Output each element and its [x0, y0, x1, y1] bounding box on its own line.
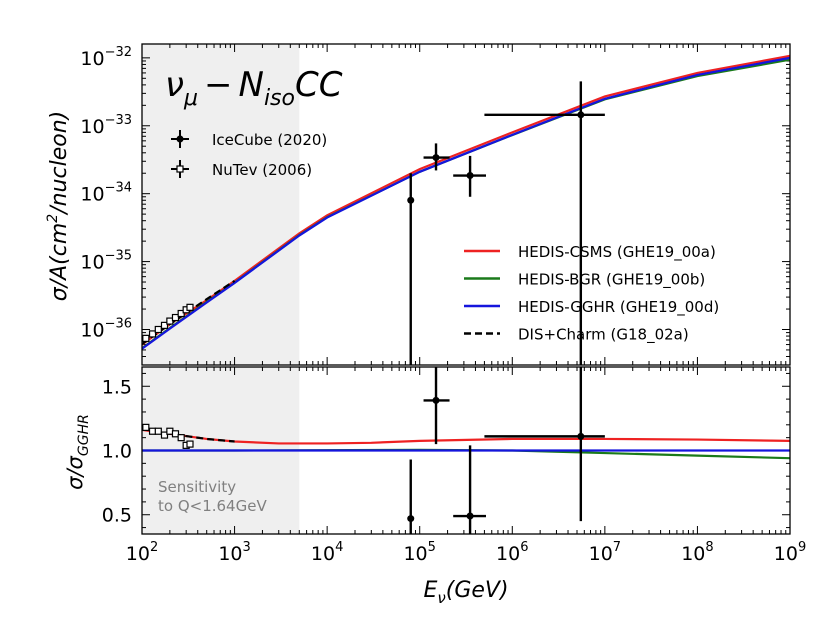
data-point: [177, 434, 185, 442]
data-point: [160, 321, 169, 329]
ratio-curves: [142, 427, 790, 460]
x-tick-label: 104: [311, 540, 343, 565]
data-legend: IceCube (2020) NuTev (2006): [171, 130, 327, 179]
x-tick-labels: 102 103 104 105 106 107 108 109: [126, 540, 806, 565]
legend-marker: [176, 135, 184, 143]
sensitivity-label-line2: to Q<1.64GeV: [158, 497, 267, 515]
data-point: [577, 432, 585, 440]
y-tick-label: 10−36: [80, 316, 132, 341]
sensitivity-label: Sensitivity: [158, 478, 236, 496]
legend-label: HEDIS-CSMS (GHE19_00a): [518, 243, 716, 262]
legend-label: DIS+Charm (G18_02a): [518, 326, 689, 345]
legend-label: IceCube (2020): [212, 131, 327, 149]
x-tick-label: 109: [774, 540, 806, 565]
data-point: [186, 440, 194, 448]
y-tick-label: 0.5: [102, 505, 132, 527]
y-tick-label: 10−33: [80, 113, 132, 138]
main-ticks: [141, 44, 791, 366]
model-legend: HEDIS-CSMS (GHE19_00a) HEDIS-BGR (GHE19_0…: [464, 243, 719, 345]
series-line: [142, 56, 790, 350]
x-axis-label: Eν(GeV): [423, 578, 508, 607]
x-tick-label: 107: [589, 540, 621, 565]
ratio-y-tick-labels: 0.5 1.0 1.5: [102, 376, 132, 526]
legend-label: HEDIS-BGR (GHE19_00b): [518, 271, 705, 290]
data-point: [432, 154, 440, 162]
main-y-tick-labels: 10−36 10−35 10−34 10−33 10−32: [80, 45, 132, 342]
legend-label: NuTev (2006): [212, 161, 312, 179]
sensitivity-shade-main: [142, 44, 300, 365]
data-point: [171, 430, 180, 438]
y-tick-label: 10−34: [80, 181, 132, 206]
data-point: [407, 515, 415, 523]
x-tick-label: 106: [496, 540, 528, 565]
data-point: [466, 512, 474, 520]
data-point: [142, 334, 150, 342]
y-tick-label: 1.5: [102, 376, 132, 398]
data-point: [577, 111, 585, 119]
x-tick-label: 102: [126, 540, 158, 565]
data-point: [466, 172, 474, 180]
ratio-data-points: [142, 367, 605, 534]
x-tick-label: 108: [681, 540, 713, 565]
data-point: [171, 313, 180, 322]
y-tick-label: 10−32: [80, 45, 132, 70]
ratio-y-axis-label: σ/σGGHR: [63, 414, 92, 490]
data-point: [154, 325, 162, 334]
ratio-axes-frame: [141, 366, 791, 535]
ratio-ticks: [141, 367, 791, 534]
data-point: [148, 330, 157, 338]
main-y-axis-label: σ/A(cm2/nucleon): [45, 111, 72, 301]
data-point: [154, 427, 162, 435]
y-tick-label: 10−35: [80, 249, 132, 274]
data-point: [142, 423, 150, 431]
y-tick-label: 1.0: [102, 441, 132, 463]
data-point: [177, 309, 185, 318]
x-tick-label: 103: [218, 540, 250, 565]
data-point: [186, 303, 194, 311]
data-point: [407, 196, 415, 204]
data-point: [148, 427, 157, 435]
main-axes-frame: [141, 43, 791, 366]
data-point: [160, 431, 169, 439]
series-line: [142, 54, 790, 346]
main-data-points: [142, 81, 605, 365]
data-point: [432, 396, 440, 404]
legend-marker: [176, 165, 184, 173]
legend-label: HEDIS-GGHR (GHE19_00d): [518, 298, 719, 317]
x-tick-label: 105: [403, 540, 435, 565]
process-annotation: νμ − NisoCC: [165, 65, 343, 111]
